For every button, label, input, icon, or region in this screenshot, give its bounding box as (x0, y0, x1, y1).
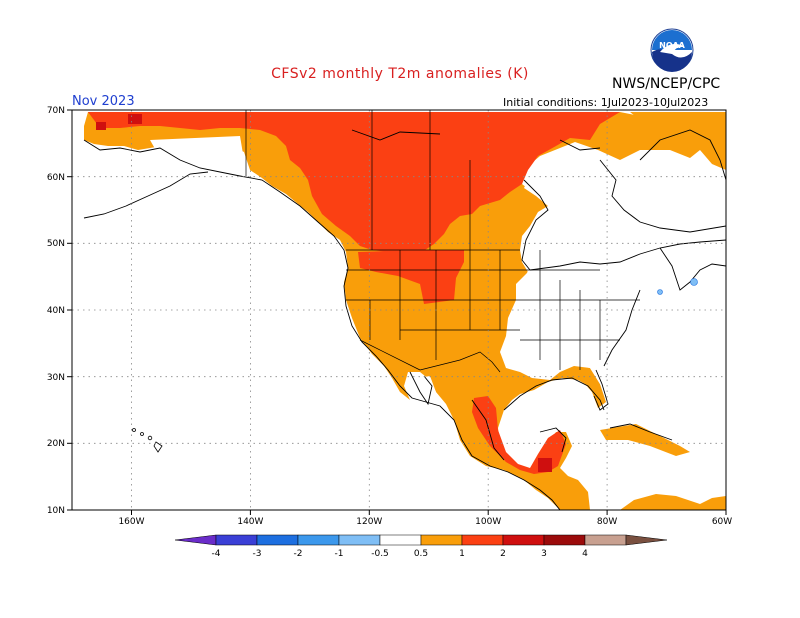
anomaly-region-1-2 (88, 112, 620, 254)
legend-label: -2 (294, 549, 303, 559)
legend-labels: -4 -3 -2 -1 -0.5 0.5 1 2 3 4 (212, 549, 589, 559)
legend-swatches (174, 534, 668, 546)
legend-label: 3 (541, 549, 547, 559)
legend-label: -4 (212, 549, 221, 559)
near-normal-hudson (524, 166, 612, 206)
map-title: CFSv2 monthly T2m anomalies (K) (271, 66, 529, 82)
lat-label: 30N (47, 373, 65, 383)
map-content (72, 110, 726, 510)
forecast-period: Nov 2023 (72, 94, 135, 109)
legend-swatch (543, 534, 586, 546)
anomaly-patch-2-3 (96, 122, 106, 130)
lat-label: 20N (47, 439, 65, 449)
anomaly-region-plains (358, 250, 464, 304)
legend-swatch (461, 534, 504, 546)
lat-label: 70N (47, 106, 65, 116)
political-boundaries (245, 110, 640, 373)
legend-arrow-right (625, 534, 668, 546)
legend-swatch (256, 534, 299, 546)
lat-label: 10N (47, 506, 65, 516)
lon-label: 80W (597, 517, 617, 527)
legend-swatch (584, 534, 627, 546)
longitude-labels: 160W 140W 120W 100W 80W 60W (118, 517, 732, 527)
legend-swatch (420, 534, 463, 546)
noaa-logo-icon: NOAA (650, 28, 694, 72)
near-normal-alaska (150, 136, 244, 170)
initial-conditions-label: Initial conditions: 1Jul2023-10Jul2023 (503, 96, 709, 109)
cool-anomaly-dot (657, 289, 663, 295)
graticule (72, 110, 726, 510)
legend-label: 0.5 (414, 549, 428, 559)
legend-swatch (502, 534, 545, 546)
latitude-labels: 70N 60N 50N 40N 30N 20N 10N (47, 106, 65, 516)
legend-label: -0.5 (371, 549, 389, 559)
near-normal-baja (418, 376, 436, 400)
legend-swatch (379, 534, 422, 546)
cool-anomaly-dot (690, 278, 698, 286)
anomaly-patch-2-3 (538, 458, 552, 472)
anomaly-region-caribbean (600, 424, 690, 456)
lon-label: 140W (237, 517, 263, 527)
anomaly-region-05-1 (84, 112, 700, 510)
legend-swatch (297, 534, 340, 546)
legend-swatch (215, 534, 258, 546)
anomaly-region-south-america (620, 494, 726, 510)
legend-label: -3 (253, 549, 262, 559)
agency-label: NWS/NCEP/CPC (612, 76, 721, 92)
legend-swatch (338, 534, 381, 546)
legend-label: -1 (335, 549, 344, 559)
anomaly-region-greenland (630, 112, 726, 170)
lon-label: 60W (712, 517, 732, 527)
legend-label: 2 (500, 549, 506, 559)
legend-label: 4 (582, 549, 588, 559)
lat-label: 40N (47, 306, 65, 316)
coastlines (83, 129, 726, 510)
lon-label: 100W (475, 517, 501, 527)
lon-label: 160W (118, 517, 144, 527)
lat-label: 60N (47, 173, 65, 183)
axis-ticks (67, 109, 727, 515)
lon-label: 120W (356, 517, 382, 527)
logo-text: NOAA (659, 41, 685, 50)
anomaly-patch-2-3 (128, 114, 142, 124)
hawaii-islands (132, 428, 163, 453)
lat-label: 50N (47, 239, 65, 249)
legend-label: 1 (459, 549, 465, 559)
legend-arrow-left (174, 534, 217, 546)
near-normal-east (506, 180, 726, 400)
color-legend: -4 -3 -2 -1 -0.5 0.5 1 2 3 4 (174, 534, 668, 559)
anomaly-region-mexico (472, 396, 566, 474)
